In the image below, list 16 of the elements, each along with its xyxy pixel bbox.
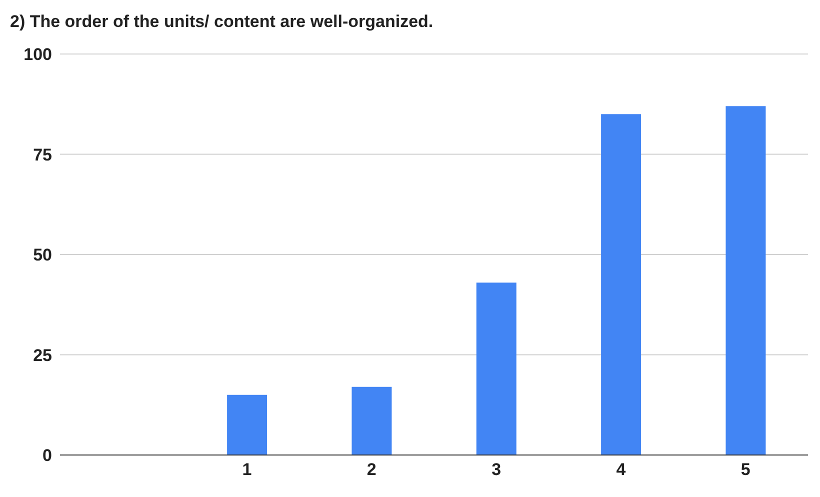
x-tick-label: 3 (492, 460, 502, 480)
x-tick-label: 1 (242, 460, 252, 480)
bar (726, 106, 766, 455)
bar (601, 114, 642, 455)
x-tick-label: 4 (616, 460, 626, 480)
y-tick-label: 100 (24, 45, 52, 64)
y-tick-label: 0 (42, 446, 52, 466)
y-tick-label: 50 (33, 246, 52, 265)
bar (476, 282, 516, 455)
chart-title: 2) The order of the units/ content are well-organized. (9, 11, 434, 33)
y-tick-label: 25 (33, 346, 52, 365)
bar (227, 394, 268, 455)
y-tick-label: 75 (33, 145, 52, 164)
bar (352, 386, 392, 455)
x-tick-label: 5 (740, 460, 750, 480)
x-tick-label: 2 (366, 460, 376, 480)
